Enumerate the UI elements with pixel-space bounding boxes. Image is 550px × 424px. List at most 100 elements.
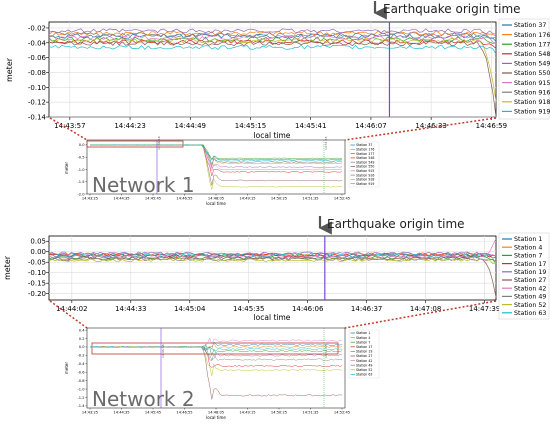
inset-y-tick-label: -2.0 xyxy=(77,192,85,196)
inset-origin-label: 14:46:18 xyxy=(157,136,161,150)
inset-legend-entry: Station 52 xyxy=(356,368,372,372)
inset-x-tick-label: 14:51:35 xyxy=(302,411,318,415)
legend-entry: Station 63 xyxy=(514,310,546,317)
inset-y-tick-label: -1.4 xyxy=(77,404,85,408)
inset-legend-entry: Station 919 xyxy=(356,182,374,186)
x-axis-label: local time xyxy=(254,131,291,140)
x-tick-label: 14:46:37 xyxy=(351,305,382,313)
y-tick-label: -0.10 xyxy=(28,269,46,277)
legend-entry: Station 916 xyxy=(514,89,550,96)
series-line-station-550 xyxy=(48,40,497,118)
inset-x-tick-label: 14:44:35 xyxy=(113,197,129,201)
legend-entry: Station 1 xyxy=(514,236,542,243)
series-line-station-52 xyxy=(48,258,497,264)
inset-legend-entry: Station 49 xyxy=(356,363,372,367)
series-line-station-918 xyxy=(48,38,497,102)
inset-y-tick-label: 0.4 xyxy=(79,328,85,332)
legend-entry: Station 177 xyxy=(514,41,550,48)
zoom-connector-left xyxy=(49,117,88,141)
y-tick-label: -0.14 xyxy=(28,114,47,122)
inset-y-tick-label: 0.0 xyxy=(79,345,85,349)
inset-end-label: 14:51:35 xyxy=(324,136,328,150)
inset-x-tick-label: 14:43:25 xyxy=(82,197,98,201)
x-tick-label: 14:45:41 xyxy=(295,122,326,130)
series-line-station-919 xyxy=(48,44,497,55)
legend-entry: Station 42 xyxy=(514,285,546,292)
x-tick-label: 14:47:39 xyxy=(469,305,500,313)
legend-entry: Station 919 xyxy=(514,109,550,116)
inset-series-line xyxy=(89,343,343,352)
y-tick-label: -0.15 xyxy=(28,280,46,288)
x-tick-label: 14:43:57 xyxy=(54,122,85,130)
inset-legend-entry: Station 915 xyxy=(356,169,374,173)
x-tick-label: 14:44:49 xyxy=(175,122,206,130)
inset-frame xyxy=(86,139,346,195)
series-line-station-17 xyxy=(48,253,497,258)
inset-x-tick-label: 14:44:35 xyxy=(113,411,129,415)
origin-annotation: Earthquake origin time xyxy=(373,1,521,20)
inset-x-tick-label: 14:46:55 xyxy=(176,411,192,415)
x-tick-label: 14:47:08 xyxy=(410,305,441,313)
x-tick-label: 14:44:33 xyxy=(115,305,146,313)
legend-entry: Station 550 xyxy=(514,70,550,77)
series-line-station-19 xyxy=(48,251,497,257)
inset-y-tick-label: -1.5 xyxy=(77,180,84,184)
inset-x-tick-label: 14:49:15 xyxy=(239,411,255,415)
legend-entry: Station 4 xyxy=(514,244,542,251)
x-tick-label: 14:46:59 xyxy=(476,122,507,130)
y-tick-label: -0.12 xyxy=(28,99,46,107)
inset-legend-entry: Station 916 xyxy=(356,173,374,177)
origin-annotation: Earthquake origin time xyxy=(318,216,465,235)
x-tick-label: 14:45:04 xyxy=(174,305,206,313)
inset-series-line xyxy=(89,346,343,377)
series-line-station-549 xyxy=(48,28,497,35)
inset-y-tick-label: -1.2 xyxy=(77,396,84,400)
inset-legend-entry: Station 918 xyxy=(356,178,374,182)
y-tick-label: 0.05 xyxy=(30,238,46,246)
inset-legend-entry: Station 63 xyxy=(356,373,372,377)
legend-entry: Station 549 xyxy=(514,61,550,68)
series-line-station-548 xyxy=(48,39,497,49)
inset-x-tick-label: 14:43:25 xyxy=(82,411,98,415)
series-line-station-4 xyxy=(48,252,497,257)
inset-series-line xyxy=(89,144,343,165)
y-tick-label: -0.02 xyxy=(28,24,46,32)
inset-y-tick-label: 0.0 xyxy=(79,143,85,147)
legend-entry: Station 27 xyxy=(514,277,546,284)
inset-y-tick-label: -1.0 xyxy=(77,387,85,391)
x-axis-label: local time xyxy=(254,313,291,322)
inset-x-tick-label: 14:46:55 xyxy=(176,197,192,201)
inset-origin-label: 14:46:18 xyxy=(161,344,165,358)
y-tick-label: -0.06 xyxy=(28,54,47,62)
series-line-station-27 xyxy=(48,256,497,298)
x-tick-label: 14:45:15 xyxy=(235,122,266,130)
inset-y-tick-label: -0.4 xyxy=(77,362,85,366)
annotation-text: Earthquake origin time xyxy=(383,2,521,16)
inset-y-label: meter xyxy=(64,162,69,174)
x-tick-label: 14:46:07 xyxy=(355,122,386,130)
y-tick-label: -0.20 xyxy=(28,290,46,298)
inset-x-tick-label: 14:50:25 xyxy=(271,197,287,201)
legend-entry: Station 7 xyxy=(514,253,542,260)
inset-network-1: 0.0 -0.5 -1.0 -1.5 -2.0 14:43:25 14:44:35 14:4… xyxy=(64,136,380,206)
legend-entry: Station 19 xyxy=(514,269,546,276)
inset-legend-entry: Station 42 xyxy=(356,359,372,363)
legend-entry: Station 17 xyxy=(514,261,546,268)
inset-x-tick-label: 14:45:45 xyxy=(145,197,161,201)
inset-x-tick-label: 14:50:25 xyxy=(271,411,287,415)
inset-x-tick-label: 14:49:15 xyxy=(239,197,255,201)
inset-legend-entry: Station 550 xyxy=(356,165,374,169)
y-tick-label: 0.00 xyxy=(30,248,46,256)
inset-y-label: meter xyxy=(64,362,69,374)
y-tick-label: -0.05 xyxy=(28,259,46,267)
panel-1: -0.02 -0.04 -0.06 -0.08 -0.10 -0.12 -0.14 14:4… xyxy=(5,1,550,140)
inset-legend-entry: Station 176 xyxy=(356,148,374,152)
y-tick-label: -0.04 xyxy=(28,39,47,47)
x-tick-label: 14:46:33 xyxy=(415,122,446,130)
legend-entry: Station 548 xyxy=(514,51,550,58)
inset-legend-entry: Station 37 xyxy=(356,143,372,147)
zoom-connector-right xyxy=(344,300,497,329)
y-axis-label: meter xyxy=(3,255,12,280)
